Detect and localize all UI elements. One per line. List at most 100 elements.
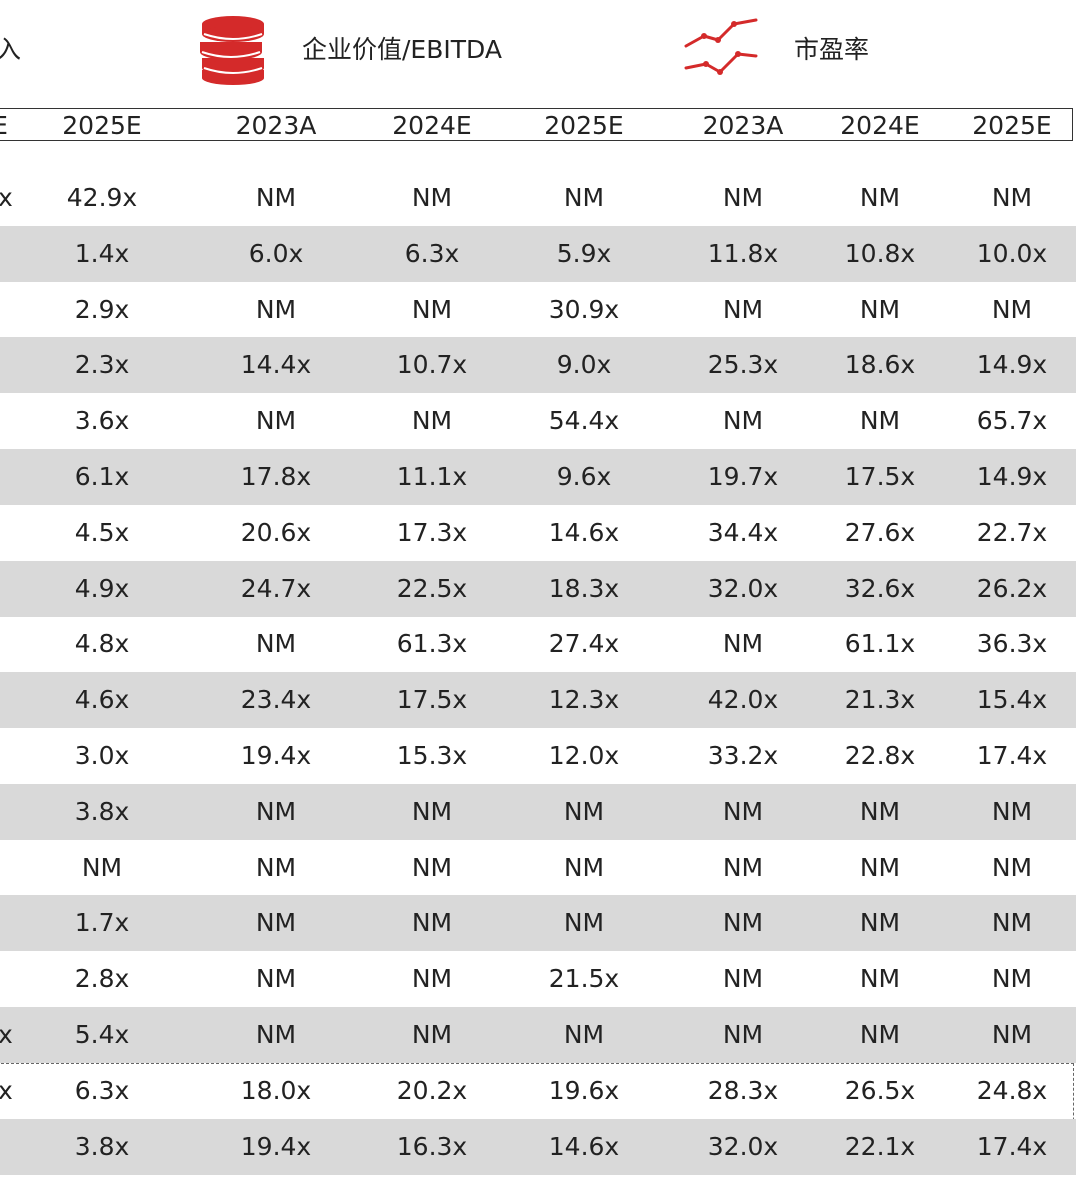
header-col: 2023A — [702, 111, 784, 140]
table-cell: 19.6x — [548, 1075, 620, 1105]
table-cell: 32.0x — [707, 1131, 779, 1161]
table-cell: NM — [722, 908, 764, 938]
table-cell: 17.3x — [396, 517, 468, 547]
table-cell: 28.3x — [707, 1075, 779, 1105]
ev-ebitda-title: 企业价值/EBITDA — [302, 35, 502, 64]
table-cell: 3.6x — [74, 406, 130, 436]
table-cell: 5.9x — [556, 238, 612, 268]
table-cell: NM — [859, 183, 901, 212]
table-cell: NM — [563, 183, 605, 212]
stacked-coins-icon — [196, 14, 270, 90]
table-cell: NM — [411, 908, 453, 938]
table-cell: NM — [991, 796, 1033, 826]
table-cell: NM — [722, 964, 764, 994]
table-cell: 14.6x — [548, 1131, 620, 1161]
table-cell: NM — [722, 183, 764, 212]
table-cell: 3.8x — [74, 796, 130, 826]
table-cell: 17.5x — [396, 685, 468, 715]
table-row: 3.8x 19.4x 16.3x 14.6x 32.0x 22.1x 17.4x — [0, 1118, 1076, 1175]
table-cell: 30.9x — [548, 294, 620, 324]
table-cell: 22.5x — [396, 573, 468, 603]
table-cell: NM — [411, 852, 453, 882]
table-row: 4.6x 23.4x 17.5x 12.3x 42.0x 21.3x 15.4x — [0, 672, 1076, 729]
table-cell: 18.3x — [548, 573, 620, 603]
table-cell: 14.9x — [976, 350, 1048, 380]
table-cell: NM — [255, 1020, 297, 1049]
table-row: x 5.4x NM NM NM NM NM NM — [0, 1007, 1076, 1063]
table-row: 4.8x NM 61.3x 27.4x NM 61.1x 36.3x — [0, 616, 1076, 672]
table-cell: 17.4x — [976, 741, 1048, 770]
table-cell: NM — [563, 1020, 605, 1049]
table-cell: 11.1x — [396, 462, 468, 491]
table-cell: 61.1x — [844, 629, 916, 659]
table-cell: NM — [255, 964, 297, 994]
table-cell: NM — [859, 964, 901, 994]
table-cell: NM — [722, 796, 764, 826]
table-cell: 10.8x — [844, 238, 916, 268]
row-cut-text: x — [0, 1075, 13, 1105]
table-cell: NM — [859, 908, 901, 938]
table-cell: NM — [563, 796, 605, 826]
table-cell: 19.7x — [707, 462, 779, 491]
table-cell: 16.3x — [396, 1131, 468, 1161]
pe-title: 市盈率 — [794, 35, 870, 64]
table-cell: NM — [411, 964, 453, 994]
table-row: 1.4x 6.0x 6.3x 5.9x 11.8x 10.8x 10.0x — [0, 225, 1076, 282]
table-cell: 12.0x — [548, 741, 620, 770]
header-col: 2025E — [544, 111, 624, 140]
table-cell: 5.4x — [74, 1020, 130, 1049]
table-cell: 33.2x — [707, 741, 779, 770]
table-cell: 42.0x — [707, 685, 779, 715]
header-col: 2024E — [392, 111, 472, 140]
table-cell: 4.8x — [74, 629, 130, 659]
table-cell: 32.6x — [844, 573, 916, 603]
table-cell: 10.0x — [976, 238, 1048, 268]
column-header-box — [0, 108, 1073, 141]
header-cut: E — [0, 111, 60, 140]
table-cell: 1.7x — [74, 908, 130, 938]
section-title-cut: 入 — [0, 35, 22, 64]
table-cell: NM — [722, 852, 764, 882]
table-cell: 6.3x — [74, 1075, 130, 1105]
table-cell: 22.7x — [976, 517, 1048, 547]
table-cell: 3.0x — [74, 741, 130, 770]
table-cell: NM — [722, 406, 764, 436]
table-row: 2.9x NM NM 30.9x NM NM NM — [0, 282, 1076, 338]
table-cell: NM — [722, 1020, 764, 1049]
table-row: 2.8x NM NM 21.5x NM NM NM — [0, 951, 1076, 1007]
table-cell: 4.9x — [74, 573, 130, 603]
table-cell: 26.5x — [844, 1075, 916, 1105]
header-col: 2024E — [840, 111, 920, 140]
table-cell: 10.7x — [396, 350, 468, 380]
table-cell: NM — [255, 183, 297, 212]
table-cell: 6.1x — [74, 462, 130, 491]
table-cell: NM — [563, 908, 605, 938]
table-cell: NM — [411, 406, 453, 436]
table-cell: 61.3x — [396, 629, 468, 659]
table-cell: NM — [255, 908, 297, 938]
table-cell: NM — [859, 294, 901, 324]
table-cell: NM — [255, 629, 297, 659]
table-cell: NM — [81, 852, 123, 882]
table-cell: 34.4x — [707, 517, 779, 547]
table-cell: NM — [563, 852, 605, 882]
table-row: 3.6x NM NM 54.4x NM NM 65.7x — [0, 393, 1076, 449]
table-cell: 18.0x — [240, 1075, 312, 1105]
row-cut-text: x — [0, 183, 13, 212]
table-row: 6.1x 17.8x 11.1x 9.6x 19.7x 17.5x 14.9x — [0, 449, 1076, 505]
table-cell: NM — [411, 1020, 453, 1049]
table-cell: NM — [991, 183, 1033, 212]
table-cell: NM — [991, 964, 1033, 994]
table-cell: NM — [722, 294, 764, 324]
table-cell: NM — [991, 852, 1033, 882]
header-col: 2023A — [235, 111, 317, 140]
table-row: 4.5x 20.6x 17.3x 14.6x 34.4x 27.6x 22.7x — [0, 505, 1076, 561]
table-cell: 15.3x — [396, 741, 468, 770]
table-cell: NM — [991, 908, 1033, 938]
table-cell: NM — [991, 1020, 1033, 1049]
table-cell: 24.8x — [976, 1075, 1048, 1105]
table-cell: 9.6x — [556, 462, 612, 491]
table-cell: 18.6x — [844, 350, 916, 380]
table-cell: 20.6x — [240, 517, 312, 547]
table-cell: 21.5x — [548, 964, 620, 994]
